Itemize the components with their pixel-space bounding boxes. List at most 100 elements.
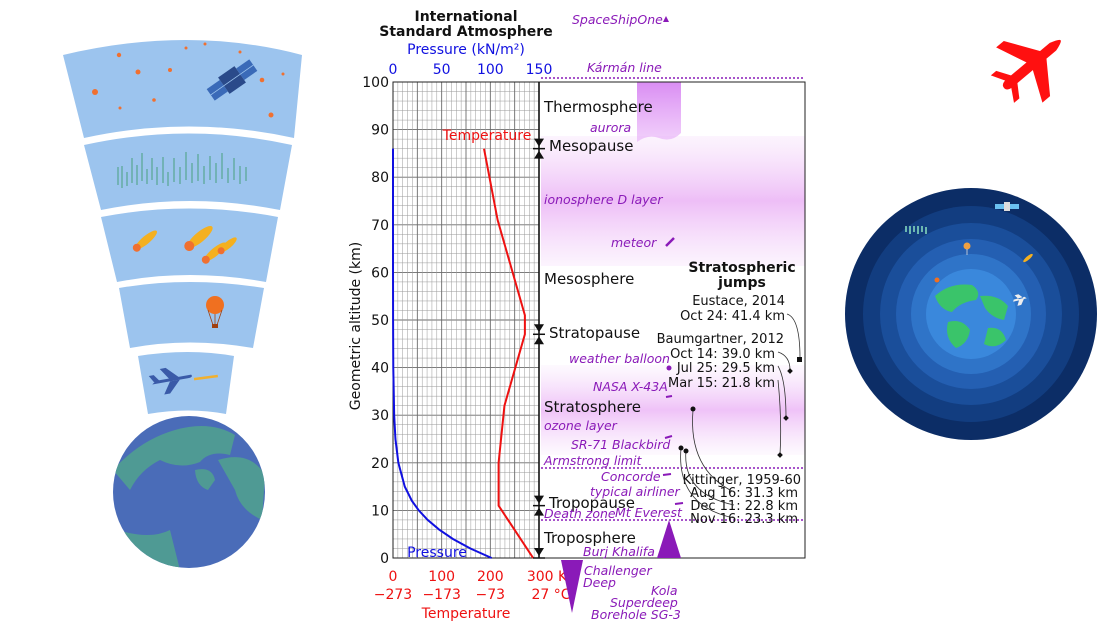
layer-tropopause: Tropopause [548,494,635,512]
jumps-heading-1: Stratospheric [688,260,795,276]
globe-satellite-icon [995,202,1019,211]
airliner-marker [674,502,684,505]
celsius-tick-label: 27 °C [531,587,570,603]
concorde-label: Concorde [601,469,661,484]
pressure-axis-label: Pressure (kN/m²) [407,42,525,58]
small-plane-icon [148,367,218,395]
celsius-tick-labels: −273 −173 −73 27 °C [374,587,571,603]
aurora-curtain [637,82,681,142]
ionosphere-band [541,136,805,266]
weather-balloon-marker [666,365,672,371]
sky-band-troposphere [138,352,234,414]
kittinger-marker-2 [683,448,689,454]
pressure-tick-label: 50 [433,62,451,78]
sky-band-stratosphere [119,282,264,348]
chart-title-line2: Standard Atmosphere [379,24,552,40]
altitude-tick-label: 50 [371,313,389,329]
temperature-axis-label: Temperature [421,606,511,622]
spaceshipone-marker [663,16,669,22]
challenger-label-2: Deep [583,575,616,590]
sr71-label: SR-71 Blackbird [571,437,670,452]
challenger-deep-triangle [561,560,583,613]
aurora-label: aurora [590,120,631,135]
boundary-arrow-up [534,336,544,345]
pressure-tick-label: 150 [526,62,553,78]
layer-boundary-markers [533,138,545,559]
feature-labels: SpaceShipOne Kármán line aurora ionosphe… [543,12,684,622]
altitude-tick-label: 10 [371,503,389,519]
kittinger-jump-1: Aug 16: 31.3 km [690,486,798,501]
chart-grid [392,81,540,559]
pressure-tick-labels: 0 50 100 150 [389,62,553,78]
altitude-tick-label: 0 [380,551,389,567]
x43a-label: NASA X-43A [593,379,668,394]
altitude-tick-label: 80 [371,170,389,186]
boundary-arrow-down [534,495,544,504]
altitude-tick-label: 20 [371,456,389,472]
ionosphere-label: ionosphere D layer [544,192,663,207]
sr71-marker [664,435,673,439]
kelvin-tick-label: 100 [428,569,455,585]
spaceshipone-label: SpaceShipOne [572,12,663,27]
boundary-arrow-down [534,324,544,333]
globe-small-balloon [934,277,940,283]
baumgartner-jump-3: Mar 15: 21.8 km [668,376,775,391]
globe-balloon-icon [963,242,971,255]
kittinger-jump-2: Dec 11: 22.8 km [690,499,798,514]
earth-globe [113,416,265,568]
globe-plane-icon [1013,294,1027,306]
balloon-icon [206,296,224,328]
airliner-label: typical airliner [590,484,681,499]
satellite-icon [206,59,258,101]
x43a-marker [665,395,673,398]
celsius-tick-label: −73 [476,587,506,603]
altitude-tick-label: 30 [371,408,389,424]
concorde-marker [662,473,672,476]
boundary-arrow-down [534,138,544,147]
eustace-marker [797,357,802,362]
chart-title-line1: International [414,9,517,25]
altitude-tick-label: 40 [371,361,389,377]
stratospheric-jumps: Stratospheric jumps Eustace, 2014 Oct 24… [657,260,802,527]
baumgartner-jump-1: Oct 14: 39.0 km [670,347,775,362]
everest-label: Mt Everest [615,505,683,520]
challenger-label-1: Challenger [584,563,652,578]
kittinger-jump-3: Nov 16: 23.3 km [690,512,798,527]
pressure-curve [392,148,493,559]
jumps-heading-2: jumps [717,275,766,291]
altitude-tick-label: 100 [362,75,389,91]
kola-label-3: Borehole SG-3 [591,607,681,622]
boundary-arrow-up [534,150,544,159]
sky-band-thermosphere [63,40,302,138]
karman-line-label: Kármán line [587,60,662,75]
kola-label-1: Kola [651,583,678,598]
kola-label-2: Superdeep [610,595,678,610]
layer-mesopause: Mesopause [549,137,633,155]
airplane-icon [990,39,1061,103]
kittinger-marker-3 [678,445,684,451]
baumgartner-jump-2: Jul 25: 29.5 km [676,361,775,376]
layered-globe-icon [845,188,1097,440]
armstrong-label: Armstrong limit [543,453,642,468]
boundary-arrow-down [534,548,544,556]
ozone-band [541,365,805,455]
layer-labels: Thermosphere Mesopause Mesosphere Strato… [543,98,653,547]
aurora-icon [117,152,247,188]
celsius-tick-label: −273 [374,587,412,603]
altitude-tick-label: 70 [371,218,389,234]
death-zone-label: Death zone [544,506,616,521]
burj-label: Burj Khalifa [583,544,655,559]
kelvin-tick-labels: 0 100 200 300 K [389,569,568,585]
pressure-tick-label: 100 [477,62,504,78]
celsius-tick-label: −173 [422,587,460,603]
altitude-axis-label: Geometric altitude (km) [348,242,364,410]
baumgartner-name: Baumgartner, 2012 [657,332,784,347]
eustace-jump: Oct 24: 41.4 km [680,309,785,324]
pressure-curve-label: Pressure [407,545,467,561]
baumgartner-marker-3 [777,452,783,458]
altitude-tick-label: 90 [371,123,389,139]
layer-troposphere: Troposphere [543,529,636,547]
temperature-curve-label: Temperature [442,128,532,144]
layer-mesosphere: Mesosphere [544,270,634,288]
